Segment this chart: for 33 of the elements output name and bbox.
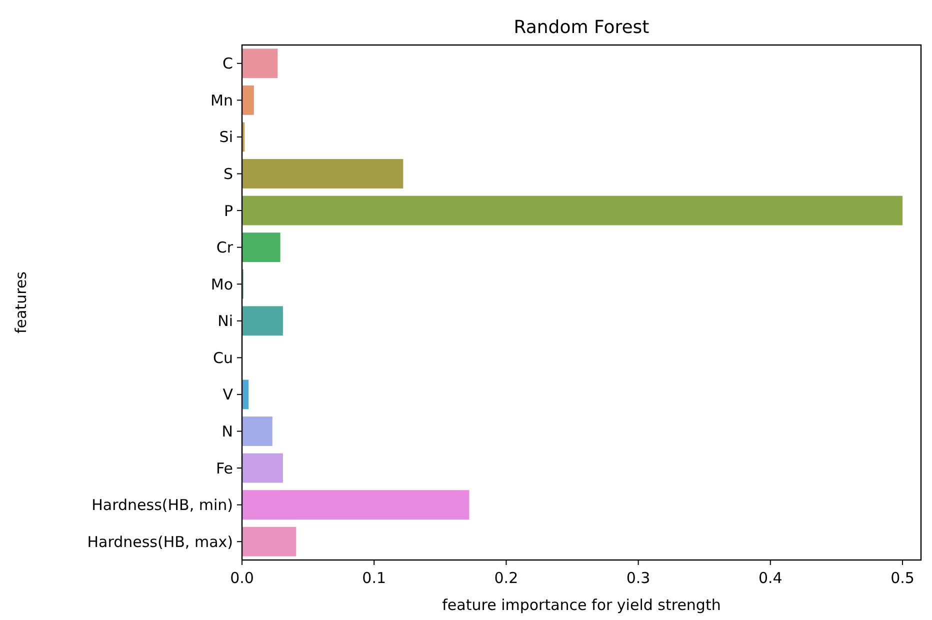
bar [242,416,272,446]
bar [242,85,254,115]
bar [242,232,280,262]
y-tick-label: Cu [213,348,233,367]
x-tick-label: 0.5 [890,569,914,587]
y-tick-label: V [222,386,234,404]
y-tick-label: Ni [218,312,233,330]
x-tick-label: 0.3 [626,569,650,587]
x-tick-label: 0.0 [230,569,254,587]
bar [242,490,470,520]
y-tick-label: S [223,165,233,183]
y-tick-label: Fe [216,459,233,478]
y-tick-label: N [222,422,233,440]
y-tick-label: Hardness(HB, max) [87,532,233,551]
x-tick-label: 0.1 [362,569,386,587]
y-tick-label: Mo [210,275,233,294]
y-tick-label: Cr [216,238,234,257]
bar [242,526,296,556]
x-tick-label: 0.2 [494,569,518,587]
x-axis-title: feature importance for yield strength [442,596,721,614]
y-axis-title: features [12,271,30,334]
y-tick-label: Si [219,128,233,146]
bar [242,453,283,483]
y-tick-label: P [224,202,233,220]
y-tick-label: C [222,54,233,73]
chart-title: Random Forest [514,17,650,38]
bar [242,159,404,188]
y-tick-label: Hardness(HB, min) [92,496,233,514]
bar [242,306,283,336]
x-tick-label: 0.4 [758,569,782,587]
y-tick-label: Mn [210,91,233,110]
bar [242,48,278,78]
bar [242,196,903,226]
